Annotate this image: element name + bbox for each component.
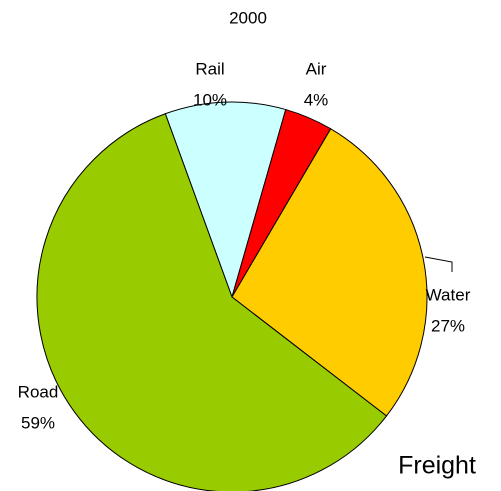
pie-slice xyxy=(164,101,287,299)
slice-label: Air xyxy=(306,59,327,78)
annotation: Freight xyxy=(398,452,476,480)
pie-slice xyxy=(36,113,388,491)
leader-line xyxy=(424,256,453,272)
chart-title: 2000 xyxy=(229,8,267,27)
slice-value-label: 27% xyxy=(431,316,465,335)
slice-label: Rail xyxy=(195,59,224,78)
slice-label: Road xyxy=(18,382,59,401)
slice-value-label: 59% xyxy=(21,413,55,432)
pie-slice xyxy=(231,128,428,417)
slice-label: Water xyxy=(426,285,471,304)
slice-value-label: 4% xyxy=(304,90,329,109)
slice-value-label: 10% xyxy=(193,90,227,109)
